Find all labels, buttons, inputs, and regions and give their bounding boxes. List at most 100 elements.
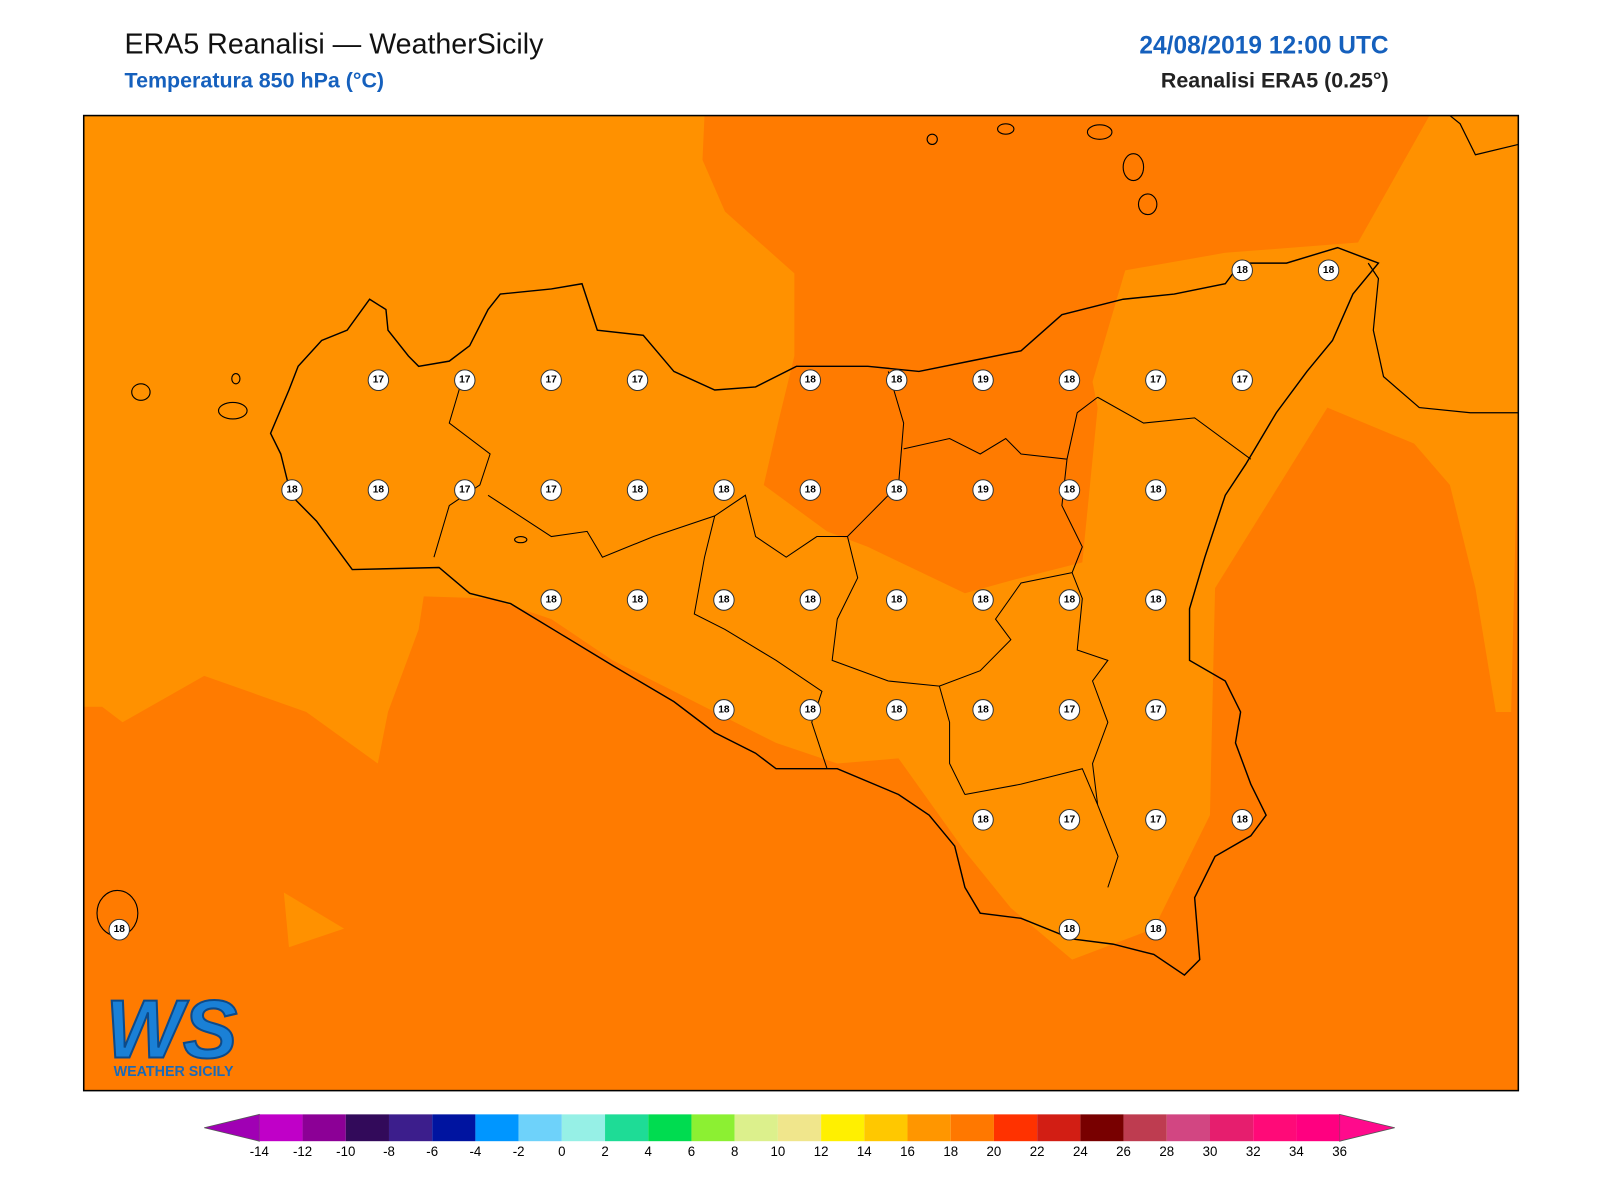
station: 18 [1058, 589, 1081, 611]
station-value: 18 [286, 485, 298, 496]
station-marker [1058, 479, 1081, 501]
station-marker [885, 369, 908, 392]
station: 18 [281, 479, 303, 501]
station: 17 [454, 479, 476, 501]
colorbar-tick-label: -8 [383, 1144, 395, 1159]
colorbar-box [864, 1114, 908, 1142]
station: 18 [799, 699, 822, 721]
colorbar-tick-label: 10 [771, 1144, 786, 1159]
colorbar-box [648, 1114, 692, 1142]
station-value: 18 [718, 594, 730, 605]
station: 18 [713, 479, 735, 501]
station-value: 18 [718, 485, 730, 496]
colorbar-over [1339, 1113, 1395, 1142]
station: 18 [1058, 918, 1081, 941]
colorbar-tick-label: -14 [250, 1144, 270, 1159]
title: ERA5 Reanalisi — WeatherSicily [125, 29, 544, 61]
station-marker [1058, 699, 1081, 721]
station-marker [972, 369, 994, 392]
station-marker [972, 808, 994, 831]
station-value: 17 [632, 375, 644, 386]
station: 17 [1058, 808, 1081, 831]
station-marker [367, 479, 390, 501]
colorbar-tick-label: -4 [470, 1144, 482, 1159]
colorbar-box [950, 1114, 994, 1142]
station: 19 [972, 369, 994, 392]
station-marker [1145, 918, 1167, 941]
colorbar-tick-label: 34 [1289, 1144, 1304, 1159]
colorbar-box [605, 1114, 649, 1142]
colorbar-box [993, 1114, 1038, 1142]
colorbar-box [1123, 1114, 1167, 1142]
logo: WS WEATHER SICILY [105, 983, 239, 1080]
station-value: 17 [1237, 375, 1249, 386]
colorbar-tick-label: 22 [1030, 1144, 1045, 1159]
station-marker [540, 369, 562, 392]
station-marker [799, 699, 822, 721]
station: 18 [1231, 808, 1253, 831]
station: 18 [1145, 589, 1167, 611]
colorbar-box [1080, 1114, 1124, 1142]
station-value: 18 [977, 704, 989, 715]
colorbar-tick-label: -12 [293, 1144, 312, 1159]
colorbar-box [1209, 1114, 1254, 1142]
station-value: 18 [545, 594, 557, 605]
colorbar-box [691, 1114, 735, 1142]
station-marker [1317, 259, 1340, 282]
station: 17 [1145, 699, 1167, 721]
colorbar-box [388, 1114, 433, 1142]
coastline [269, 246, 1380, 976]
station-value: 17 [1150, 375, 1162, 386]
station: 18 [972, 699, 994, 721]
colorbar-box [345, 1114, 389, 1142]
station: 18 [626, 479, 649, 501]
station-value: 18 [1237, 814, 1249, 825]
station-value: 18 [1150, 594, 1162, 605]
station-value: 18 [977, 814, 989, 825]
station-marker [1145, 808, 1167, 831]
station-marker [799, 369, 822, 392]
station: 18 [713, 589, 735, 611]
station-marker [540, 479, 562, 501]
colorbar-tick-label: 30 [1203, 1144, 1218, 1159]
station: 18 [1058, 369, 1081, 392]
colorbar-tick-label: 4 [645, 1144, 653, 1159]
station-marker [1145, 479, 1167, 501]
station: 18 [1145, 918, 1167, 941]
station: 18 [713, 699, 735, 721]
station-marker [367, 369, 390, 392]
colorbar-under [204, 1113, 260, 1142]
colorbar-tick-label: 0 [558, 1144, 565, 1159]
colorbar-tick-label: 26 [1116, 1144, 1131, 1159]
station-marker [626, 589, 649, 611]
calabria-coast [1367, 115, 1519, 414]
station-value: 18 [114, 924, 126, 935]
station: 17 [540, 479, 562, 501]
station-value: 18 [1150, 924, 1162, 935]
colorbar-box [259, 1114, 303, 1142]
station: 18 [799, 479, 822, 501]
station-value: 18 [1237, 265, 1249, 276]
station: 18 [885, 369, 908, 392]
station-value: 18 [1150, 485, 1162, 496]
colorbar-box [1253, 1114, 1297, 1142]
station-value: 17 [545, 485, 557, 496]
station-marker [885, 589, 908, 611]
colorbar-tick-label: 16 [900, 1144, 915, 1159]
station-value: 17 [1064, 814, 1076, 825]
colorbar-tick-label: 2 [601, 1144, 608, 1159]
colorbar-tick-label: -10 [336, 1144, 355, 1159]
station-marker [1145, 699, 1167, 721]
station-value: 18 [805, 594, 817, 605]
map-frame [82, 114, 1520, 1092]
station-layer: 18 18 17 17 17 17 18 18 19 18 17 17 18 18 17 17 18 18 18 18… [108, 259, 1340, 941]
station: 18 [885, 479, 908, 501]
colorbar-box [907, 1114, 951, 1142]
station: 18 [1231, 259, 1253, 282]
colorbar-box [821, 1114, 865, 1142]
station: 18 [626, 589, 649, 611]
station-marker [454, 369, 476, 392]
station-value: 18 [1064, 594, 1076, 605]
subtitle: Temperatura 850 hPa (°C) [125, 68, 385, 93]
